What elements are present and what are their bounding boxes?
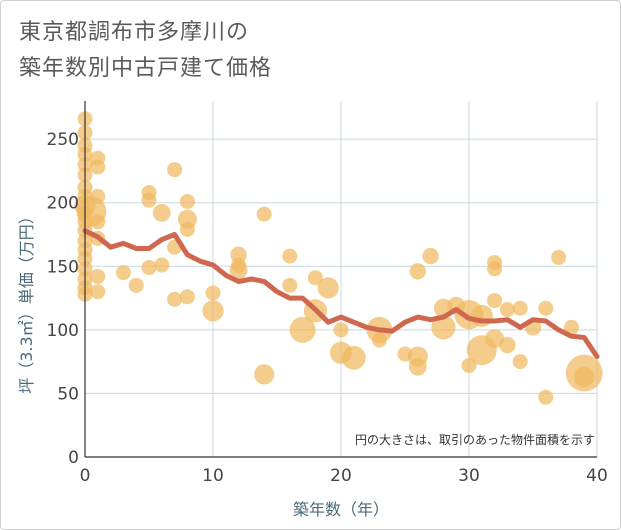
x-tick-label: 40	[586, 466, 608, 486]
y-tick-label: 150	[47, 257, 79, 277]
bubble-point	[205, 285, 221, 301]
bubble-point	[409, 263, 426, 280]
bubble-point	[563, 319, 579, 335]
bubble-point	[141, 260, 157, 276]
bubble-point	[154, 257, 170, 273]
bubble-point	[90, 214, 106, 230]
bubble-point	[307, 270, 323, 286]
average-line-layer	[82, 228, 600, 360]
chart-title-line-2: 築年数別中古戸建て価格	[19, 56, 273, 81]
bubble-point	[141, 192, 157, 208]
y-tick-label: 50	[57, 384, 79, 404]
tick-labels: 0 50 100 150 200 250 0 10 20 30 40	[47, 130, 608, 486]
bubble-point	[487, 261, 503, 277]
y-tick-label: 200	[47, 194, 79, 214]
bubble-point	[574, 366, 595, 387]
bubble-point	[499, 302, 515, 318]
bubble-point	[128, 277, 144, 293]
bubble-point	[229, 261, 248, 279]
x-tick-label: 30	[458, 466, 480, 486]
bubble-point	[179, 193, 195, 209]
grid-lines	[85, 101, 598, 457]
bubble-point	[422, 247, 439, 265]
bubble-point	[317, 277, 339, 299]
bubble-point	[115, 265, 131, 281]
bubble-point	[152, 203, 171, 222]
bubble-point	[470, 304, 493, 327]
y-tick-label: 0	[68, 448, 79, 468]
x-tick-label: 20	[330, 466, 352, 486]
bubble-point	[90, 159, 106, 175]
bubble-point	[90, 284, 106, 300]
bubble-point	[341, 345, 366, 370]
y-axis-label: 坪（3.3㎡）単価（万円）	[17, 208, 36, 393]
bubble-point	[202, 300, 224, 322]
bubble-point	[431, 315, 456, 340]
y-tick-label: 250	[47, 130, 79, 150]
bubble-point	[538, 300, 554, 316]
chart-title: 東京都調布市多摩川の 築年数別中古戸建て価格	[19, 15, 272, 87]
bubble-point	[179, 221, 195, 237]
bubble-point	[512, 354, 528, 370]
bubble-point	[485, 329, 505, 349]
average-price-line	[82, 228, 600, 360]
axes-layer	[84, 101, 597, 458]
bubble-point	[289, 316, 316, 343]
bubble-point	[551, 249, 567, 265]
bubble-point	[90, 188, 106, 204]
bubble-point	[167, 291, 183, 307]
bubble-point	[333, 322, 349, 338]
bubble-point	[256, 206, 272, 222]
y-tick-label: 100	[47, 321, 79, 341]
bubble-point	[282, 248, 298, 264]
bubble-point	[487, 293, 503, 309]
bubble-size-note: 円の大きさは、取引のあった物件面積を示す	[355, 432, 595, 447]
chart-title-line-1: 東京都調布市多摩川の	[19, 20, 250, 45]
bubble-point	[254, 364, 275, 385]
x-tick-label: 10	[202, 466, 224, 486]
x-axis-label: 築年数（年）	[293, 500, 389, 519]
bubble-point	[282, 277, 298, 293]
bubble-point	[371, 332, 387, 348]
x-tick-label: 0	[80, 466, 91, 486]
bubble-point	[179, 289, 195, 305]
bubble-point	[512, 300, 528, 316]
bubble-layer	[74, 111, 603, 405]
bubble-point	[167, 162, 183, 178]
bubble-point	[90, 268, 106, 284]
bubble-point	[538, 389, 554, 405]
bubble-point	[499, 336, 516, 354]
bubble-point	[408, 357, 427, 376]
